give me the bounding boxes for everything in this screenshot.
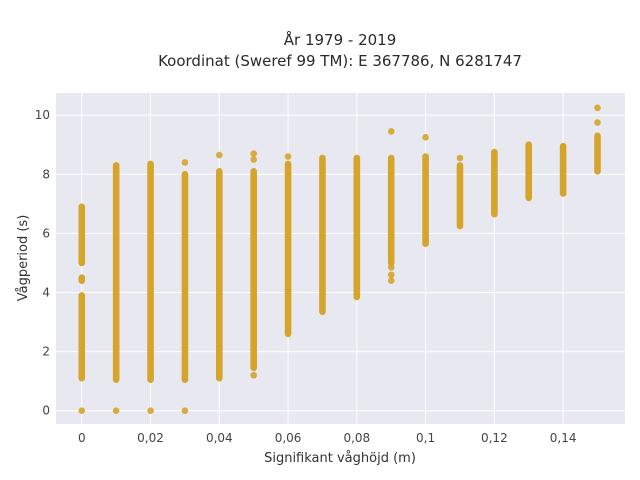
data-point bbox=[181, 407, 189, 415]
data-point bbox=[387, 271, 395, 279]
data-point bbox=[594, 104, 601, 112]
data-point-cluster bbox=[284, 160, 292, 338]
data-point-cluster bbox=[181, 170, 189, 383]
y-axis-ticks: 0 2 4 6 8 10 bbox=[35, 108, 50, 418]
data-point-cluster bbox=[387, 154, 395, 267]
data-point-cluster bbox=[422, 153, 429, 248]
data-point bbox=[387, 128, 395, 135]
data-point-cluster bbox=[78, 274, 86, 284]
x-tick-label: 0,14 bbox=[550, 431, 577, 445]
data-point bbox=[250, 150, 257, 157]
data-point bbox=[422, 134, 429, 141]
data-point-cluster bbox=[78, 203, 86, 267]
data-point-cluster bbox=[112, 162, 120, 383]
data-point-cluster bbox=[216, 168, 223, 382]
data-point bbox=[250, 371, 257, 379]
chart-title-line2: Koordinat (Sweref 99 TM): E 367786, N 62… bbox=[158, 52, 522, 70]
data-point-cluster bbox=[250, 168, 257, 372]
data-point-cluster bbox=[594, 132, 601, 175]
y-tick-label: 8 bbox=[42, 167, 50, 181]
x-tick-label: 0,1 bbox=[416, 431, 435, 445]
data-points bbox=[78, 104, 601, 415]
x-axis-label: Signifikant våghöjd (m) bbox=[264, 451, 416, 466]
data-point bbox=[216, 151, 223, 159]
data-point bbox=[284, 153, 292, 160]
x-tick-label: 0,08 bbox=[343, 431, 370, 445]
data-point bbox=[387, 277, 395, 284]
data-point-cluster bbox=[319, 154, 326, 315]
y-tick-label: 2 bbox=[42, 345, 50, 359]
data-point bbox=[112, 407, 120, 415]
data-point bbox=[250, 156, 257, 163]
y-axis-label: Vågperiod (s) bbox=[16, 215, 31, 302]
x-tick-label: 0,02 bbox=[137, 431, 164, 445]
x-tick-label: 0,04 bbox=[206, 431, 233, 445]
data-point bbox=[147, 407, 154, 415]
y-tick-label: 6 bbox=[42, 226, 50, 240]
x-tick-label: 0,12 bbox=[481, 431, 508, 445]
chart-title-line1: År 1979 - 2019 bbox=[284, 30, 397, 49]
data-point-cluster bbox=[491, 148, 498, 218]
data-point-cluster bbox=[147, 160, 154, 383]
data-point-cluster bbox=[353, 154, 361, 301]
x-tick-label: 0,06 bbox=[275, 431, 302, 445]
data-point-cluster bbox=[456, 162, 464, 230]
data-point-cluster bbox=[78, 292, 86, 382]
y-tick-label: 0 bbox=[42, 404, 50, 418]
data-point bbox=[594, 119, 601, 126]
y-tick-label: 4 bbox=[42, 285, 50, 299]
x-axis-ticks: 0 0,02 0,04 0,06 0,08 0,1 0,12 0,14 bbox=[78, 431, 577, 445]
data-point bbox=[181, 159, 189, 166]
plot-area bbox=[56, 93, 625, 424]
data-point-cluster bbox=[525, 141, 533, 202]
data-point bbox=[387, 264, 395, 271]
y-tick-label: 10 bbox=[35, 108, 50, 122]
data-point-cluster bbox=[559, 142, 567, 197]
data-point bbox=[456, 154, 464, 162]
x-tick-label: 0 bbox=[78, 431, 86, 445]
data-point bbox=[78, 407, 86, 415]
